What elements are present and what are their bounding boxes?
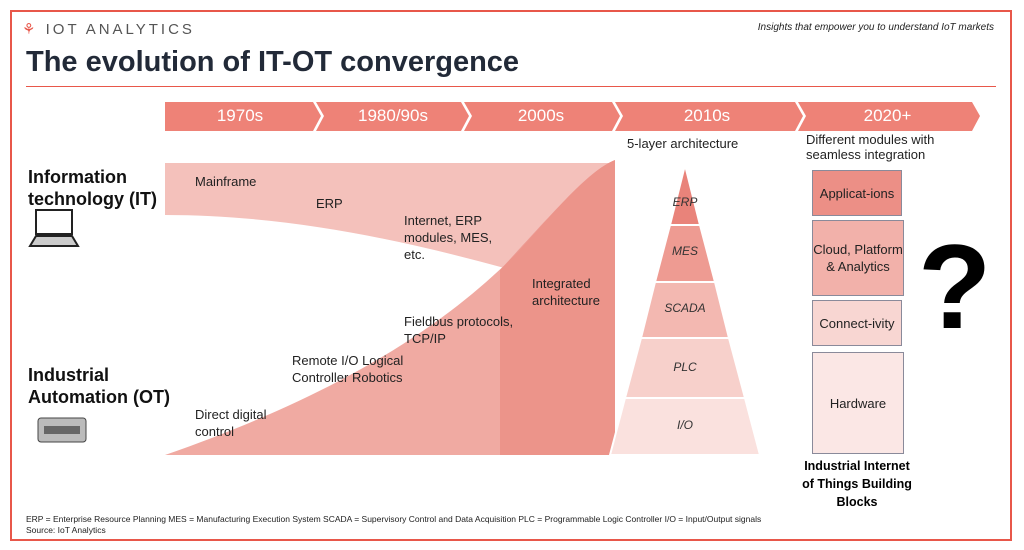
iiot-caption: Industrial Internet of Things Building B…: [802, 459, 912, 509]
logo-text: IOT ANALYTICS: [45, 21, 195, 38]
layer-erp: ERP: [672, 195, 698, 209]
layer-scada: SCADA: [664, 301, 706, 315]
logo-icon: ⚘: [22, 21, 39, 38]
block-hardware: Hardware: [812, 352, 904, 454]
ot-ddc: Direct digital control: [195, 407, 267, 439]
era-2020: 2020+: [863, 106, 912, 125]
logo: ⚘ IOT ANALYTICS: [22, 20, 195, 38]
timeline-band: [165, 102, 980, 131]
tagline: Insights that empower you to understand …: [757, 22, 994, 33]
laptop-icon: [35, 209, 73, 235]
ot-label: Industrial Automation (OT): [28, 365, 170, 407]
block-connectivity: Connect-ivity: [812, 300, 902, 346]
era-arrow: [798, 102, 980, 131]
layer-mes: MES: [671, 244, 698, 258]
era-arrow: [464, 102, 620, 131]
it-erp: ERP: [316, 196, 343, 211]
it-label: Information technology (IT): [28, 167, 157, 209]
era-2000s: 2000s: [517, 106, 565, 125]
integrated-label: Integrated architecture: [532, 276, 600, 308]
question-mark: ?: [918, 220, 992, 354]
era-1970s: 1970s: [216, 106, 264, 125]
slide-frame: [10, 10, 1012, 541]
it-band: [165, 163, 615, 300]
era-arrow: [615, 102, 803, 131]
era-arrow: [165, 102, 321, 131]
it-internet: Internet, ERP modules, MES, etc.: [404, 213, 493, 262]
footer-abbreviations: ERP = Enterprise Resource Planning MES =…: [26, 514, 762, 524]
block-applications: Applicat-ions: [812, 170, 902, 216]
integrated-region: [500, 160, 615, 455]
era-arrow: [316, 102, 469, 131]
ot-remote-io: Remote I/O Logical Controller Robotics: [292, 353, 404, 385]
footer-source: Source: IoT Analytics: [26, 525, 106, 535]
pyramid: [608, 164, 762, 456]
layer-plc: PLC: [673, 360, 697, 374]
layer-io: I/O: [676, 418, 693, 432]
title-divider: [26, 86, 996, 87]
it-mainframe: Mainframe: [195, 174, 257, 189]
iiot-title: Different modules with seamless integrat…: [806, 132, 935, 162]
block-cloud: Cloud, Platform & Analytics: [812, 220, 904, 296]
ot-fieldbus: Fieldbus protocols, TCP/IP: [404, 314, 514, 346]
era-1980-90s: 1980/90s: [358, 106, 428, 125]
page-title: The evolution of IT-OT convergence: [26, 46, 520, 78]
era-2010s: 2010s: [683, 106, 731, 125]
pyramid-title: 5-layer architecture: [627, 136, 739, 151]
